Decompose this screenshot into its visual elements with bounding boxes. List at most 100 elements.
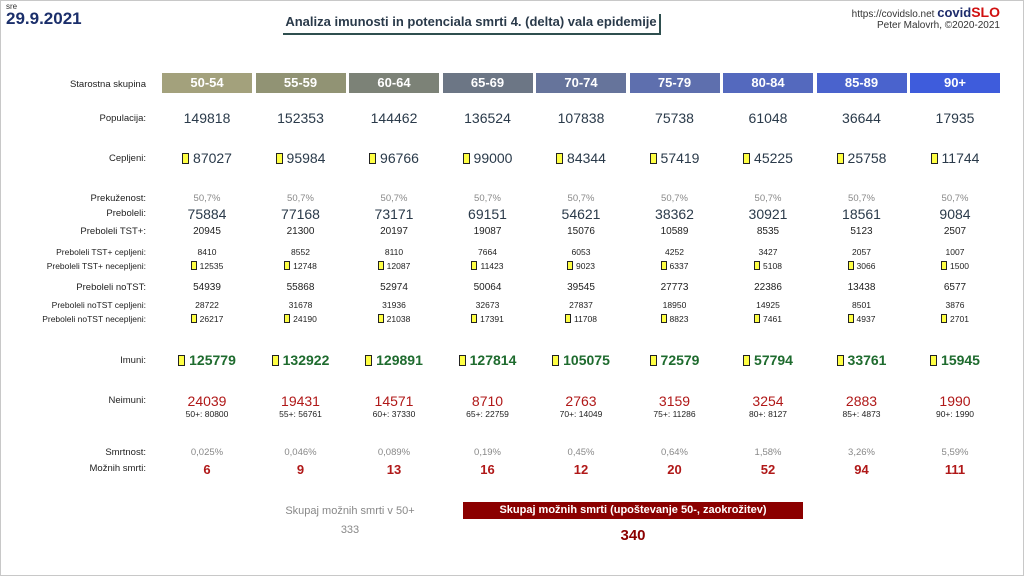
tst-vacc-value-text: 4252 xyxy=(665,247,684,257)
notst-unvacc-value-text: 21038 xyxy=(386,314,411,324)
marker-icon xyxy=(365,355,373,366)
immune-value: 57794 xyxy=(723,352,813,368)
nonimmune-cumulative: 65+: 22759 xyxy=(443,409,533,419)
notst-unvacc-value-text: 17391 xyxy=(480,314,504,324)
nonimmune-value: 3159 xyxy=(630,393,720,409)
total-all-label: Skupaj možnih smrti (upoštevanje 50-, za… xyxy=(463,502,803,519)
immune-value: 33761 xyxy=(817,352,907,368)
tst-unvacc-value-text: 9023 xyxy=(576,261,595,271)
vaccinated-value: 95984 xyxy=(256,150,346,166)
tst-unvacc-value: 12748 xyxy=(256,261,346,271)
population-value: 61048 xyxy=(723,110,813,126)
tst-unvacc-value-text: 12535 xyxy=(199,261,224,271)
nonimmune-value-text: 3254 xyxy=(752,393,784,409)
marker-icon xyxy=(660,314,667,323)
marker-icon xyxy=(552,355,560,366)
page-title: Analiza imunosti in potenciala smrti 4. … xyxy=(283,14,661,35)
tst-value: 19087 xyxy=(443,226,533,237)
population-value-text: 61048 xyxy=(748,110,788,126)
age-header: 80-84 xyxy=(723,73,813,93)
immune-value-text: 57794 xyxy=(754,352,793,368)
deaths-value-text: 9 xyxy=(296,462,305,477)
deaths-value-text: 20 xyxy=(667,462,682,477)
notst-value: 22386 xyxy=(723,282,813,293)
marker-icon xyxy=(743,153,751,164)
tst-vacc-value-text: 3427 xyxy=(758,247,778,257)
vaccinated-value-text: 99000 xyxy=(473,150,513,166)
mortality-pct-text: 0,025% xyxy=(190,447,224,458)
recovered-value: 18561 xyxy=(817,206,907,222)
deaths-value-text: 94 xyxy=(854,462,869,477)
population-value-text: 107838 xyxy=(557,110,605,126)
immune-value: 105075 xyxy=(536,352,626,368)
recovered-value-text: 38362 xyxy=(655,206,694,222)
vaccinated-value: 99000 xyxy=(443,150,533,166)
infected-pct-text: 50,7% xyxy=(474,193,501,204)
infected-pct-text: 50,7% xyxy=(287,193,314,204)
immune-value-text: 129891 xyxy=(376,352,423,368)
tst-value-text: 20945 xyxy=(193,226,221,237)
label-tst-vacc: Preboleli TST+ cepljeni: xyxy=(56,247,146,257)
nonimmune-cumulative: 75+: 11286 xyxy=(630,409,720,419)
tst-vacc-value-text: 1007 xyxy=(945,247,965,257)
nonimmune-value-text: 8710 xyxy=(471,393,504,409)
label-deaths: Možnih smrti: xyxy=(89,463,146,474)
tst-value-text: 21300 xyxy=(286,226,315,237)
report-date: 29.9.2021 xyxy=(6,9,82,28)
recovered-value: 30921 xyxy=(723,206,813,222)
marker-icon xyxy=(564,314,571,323)
marker-icon xyxy=(556,153,564,164)
marker-icon xyxy=(458,355,466,366)
recovered-value-text: 69151 xyxy=(468,206,507,222)
marker-icon xyxy=(178,355,186,366)
recovered-value: 69151 xyxy=(443,206,533,222)
nonimmune-value: 1990 xyxy=(910,393,1000,409)
notst-unvacc-value: 21038 xyxy=(349,314,439,324)
infected-pct-text: 50,7% xyxy=(848,193,875,204)
nonimmune-cumulative-text: 70+: 14049 xyxy=(559,409,603,419)
deaths-value: 94 xyxy=(817,462,907,477)
deaths-value-text: 6 xyxy=(203,462,211,477)
tst-unvacc-value-text: 6337 xyxy=(669,261,689,271)
tst-unvacc-value-text: 12748 xyxy=(293,261,317,271)
nonimmune-value: 2883 xyxy=(817,393,907,409)
population-value-text: 75738 xyxy=(655,110,694,126)
marker-icon xyxy=(743,355,751,366)
nonimmune-cumulative: 55+: 56761 xyxy=(256,409,346,419)
vaccinated-value-text: 57419 xyxy=(660,150,700,166)
notst-value-text: 13438 xyxy=(847,282,876,293)
age-header: 55-59 xyxy=(255,73,346,93)
notst-vacc-value: 32673 xyxy=(443,300,533,310)
notst-value-text: 55868 xyxy=(286,282,315,293)
notst-vacc-value: 27837 xyxy=(536,300,626,310)
marker-icon xyxy=(471,314,478,323)
notst-vacc-value-text: 3876 xyxy=(945,300,965,310)
recovered-value-text: 73171 xyxy=(374,206,414,222)
deaths-value-text: 12 xyxy=(573,462,589,477)
infected-pct: 50,7% xyxy=(910,193,1000,204)
infected-pct: 50,7% xyxy=(536,193,626,204)
age-header: 75-79 xyxy=(629,73,720,93)
nonimmune-value-text: 2883 xyxy=(845,393,878,409)
notst-value-text: 39545 xyxy=(567,282,595,293)
nonimmune-cumulative-text: 85+: 4873 xyxy=(842,409,881,419)
infected-pct: 50,7% xyxy=(162,193,252,204)
population-value-text: 144462 xyxy=(370,110,418,126)
notst-unvacc-value: 8823 xyxy=(630,314,720,324)
nonimmune-cumulative: 60+: 37330 xyxy=(349,409,439,419)
nonimmune-cumulative-text: 65+: 22759 xyxy=(466,409,509,419)
recovered-value-text: 54621 xyxy=(561,206,601,222)
vaccinated-value: 87027 xyxy=(162,150,252,166)
tst-vacc-value: 8110 xyxy=(349,247,439,257)
nonimmune-cumulative: 80+: 8127 xyxy=(723,409,813,419)
mortality-pct: 0,19% xyxy=(443,447,533,458)
infected-pct-text: 50,7% xyxy=(754,193,782,204)
tst-unvacc-value: 5108 xyxy=(723,261,813,271)
site-url[interactable]: https://covidslo.net xyxy=(851,9,935,20)
vaccinated-value-text: 96766 xyxy=(380,150,419,166)
notst-vacc-value-text: 31678 xyxy=(288,300,313,310)
mortality-pct-text: 3,26% xyxy=(848,447,875,458)
nonimmune-cumulative-text: 80+: 8127 xyxy=(748,409,788,419)
marker-icon xyxy=(190,314,197,323)
tst-vacc-value-text: 8110 xyxy=(384,247,404,257)
